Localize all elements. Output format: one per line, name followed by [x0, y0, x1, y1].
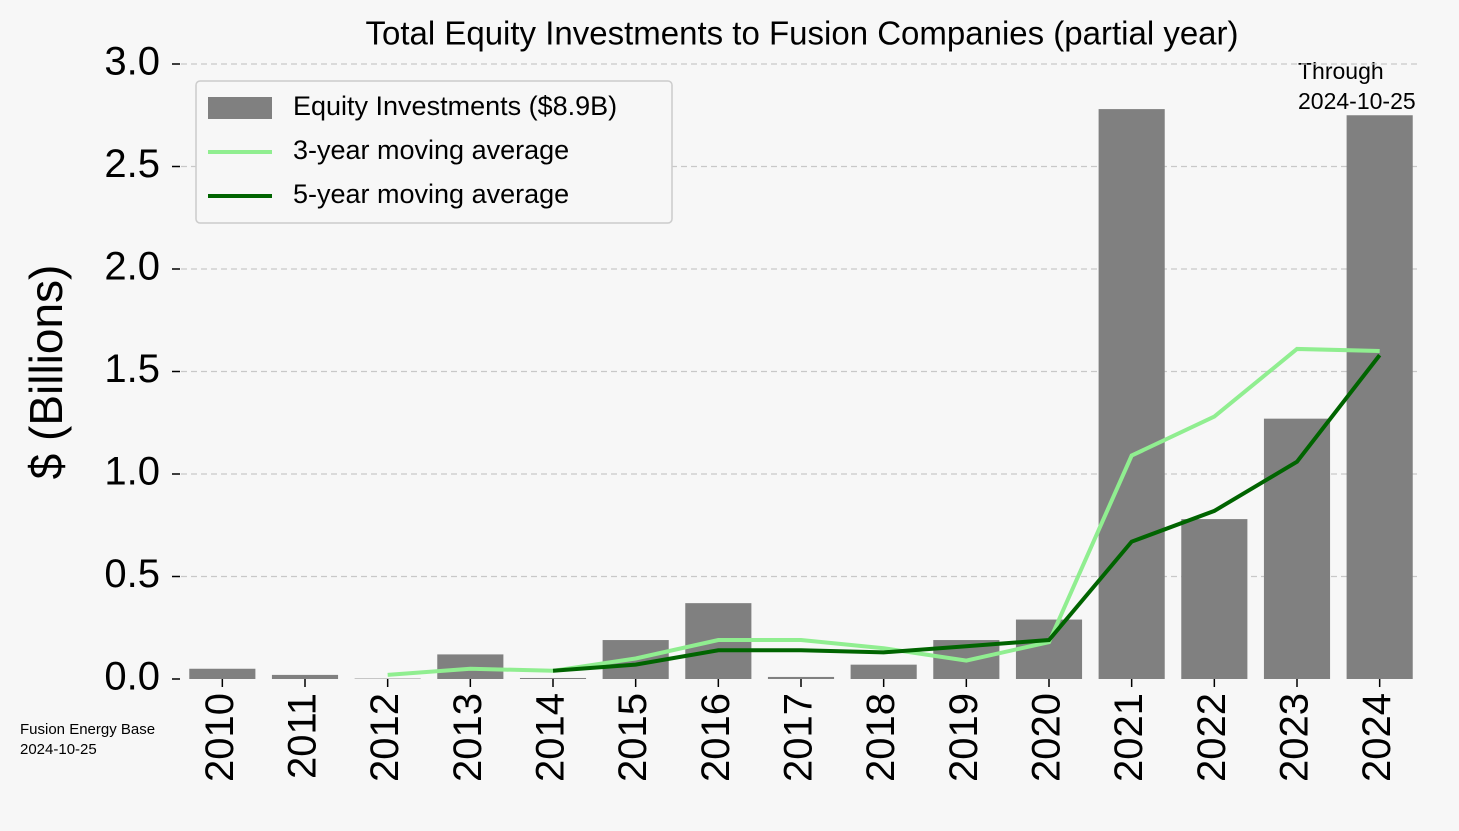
bar	[767, 676, 835, 679]
y-tick-label: 1.0	[104, 450, 160, 494]
bar	[850, 664, 917, 679]
x-tick-label: 2018	[859, 693, 903, 782]
bar	[1263, 418, 1331, 679]
bar	[271, 674, 339, 679]
bar	[1346, 115, 1413, 679]
chart-title: Total Equity Investments to Fusion Compa…	[365, 15, 1238, 52]
x-tick-label: 2014	[529, 693, 573, 782]
y-tick-label: 0.0	[104, 655, 160, 699]
line	[552, 353, 1382, 673]
x-tick-label: 2011	[281, 693, 325, 779]
x-tick-label: 2019	[942, 693, 986, 782]
legend-box	[195, 80, 673, 224]
y-tick-label: 2.0	[104, 245, 160, 289]
bar	[1015, 619, 1083, 679]
x-tick-label: 2012	[363, 693, 407, 782]
bar	[437, 654, 504, 679]
x-tick-label: 2017	[777, 693, 821, 782]
y-tick-label: 1.5	[104, 347, 160, 391]
legend-label: Equity Investments ($8.9B)	[293, 91, 617, 121]
bar	[1181, 519, 1248, 679]
legend-swatch	[208, 97, 272, 119]
x-tick-label: 2021	[1107, 693, 1151, 782]
x-tick-label: 2024	[1355, 693, 1399, 782]
legend-label: 3-year moving average	[293, 135, 569, 165]
annotation: Through	[1298, 58, 1384, 84]
legend: Equity Investments ($8.9B) 3-year moving …	[195, 80, 673, 224]
bar	[519, 677, 587, 679]
x-tick-label: 2020	[1025, 693, 1069, 782]
x-tick-label: 2013	[446, 693, 490, 782]
x-tick-label: 2015	[611, 693, 655, 782]
x-tick-label: 2023	[1273, 693, 1317, 782]
y-tick-label: 2.5	[104, 142, 160, 186]
x-tick-label: 2016	[694, 693, 738, 782]
x-tick-label: 2010	[198, 693, 242, 782]
annotation: 2024-10-25	[1298, 88, 1416, 114]
x-tick-label: 2022	[1190, 693, 1234, 782]
bar	[1098, 109, 1165, 680]
y-tick-label: 3.0	[104, 40, 160, 84]
y-tick-label: 0.5	[104, 552, 160, 596]
source-note: Fusion Energy Base	[20, 721, 155, 738]
y-axis-label: $ (Billions)	[20, 265, 72, 480]
bar	[189, 668, 256, 679]
source-note: 2024-10-25	[20, 741, 97, 758]
legend-label: 5-year moving average	[293, 179, 569, 209]
